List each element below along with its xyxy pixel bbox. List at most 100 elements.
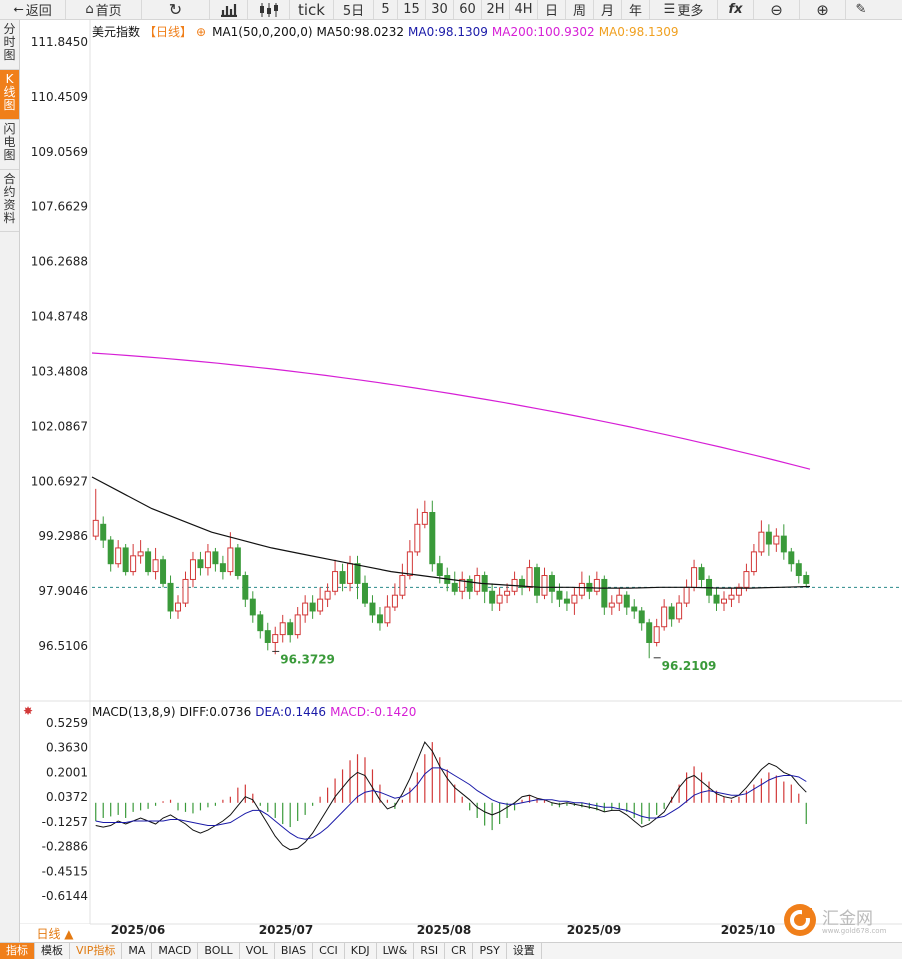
candle-body bbox=[698, 567, 705, 580]
tick-button[interactable]: tick bbox=[290, 0, 334, 19]
candle-body bbox=[421, 511, 428, 525]
tab-lw[interactable]: LW& bbox=[377, 943, 415, 959]
period-5[interactable]: 5 bbox=[374, 0, 398, 19]
candlestick-button[interactable] bbox=[248, 0, 290, 19]
candle-body bbox=[788, 551, 795, 565]
candle-body bbox=[728, 594, 735, 600]
candle-body bbox=[548, 575, 555, 592]
candle-body bbox=[384, 606, 391, 624]
candle-body bbox=[608, 602, 615, 608]
candle-body bbox=[451, 582, 458, 592]
chart-type-button[interactable] bbox=[210, 0, 248, 19]
candle-body bbox=[735, 586, 742, 596]
tab-settings[interactable]: 设置 bbox=[507, 943, 542, 959]
date-tick-label: 2025/06 bbox=[111, 923, 165, 937]
tab-timeshare[interactable]: 分时图 bbox=[0, 20, 19, 70]
tab-kline[interactable]: K线图 bbox=[0, 70, 19, 120]
date-tick-label: 2025/08 bbox=[417, 923, 471, 937]
tab-bias[interactable]: BIAS bbox=[275, 943, 314, 959]
draw-button[interactable]: ✎ bbox=[846, 0, 876, 19]
candle-body bbox=[743, 571, 750, 588]
home-button[interactable]: ⌂ 首页 bbox=[66, 0, 142, 19]
candle-body bbox=[137, 551, 144, 557]
period-day[interactable]: 日 bbox=[538, 0, 566, 19]
candle-body bbox=[623, 594, 630, 608]
tab-psy[interactable]: PSY bbox=[473, 943, 507, 959]
macd-dea-line bbox=[95, 767, 807, 840]
macd-name: MACD(13,8,9) bbox=[92, 705, 176, 719]
candle-body bbox=[347, 563, 354, 584]
candle-body bbox=[294, 614, 301, 636]
more-button[interactable]: ☰ 更多 bbox=[650, 0, 718, 19]
candle-body bbox=[219, 563, 226, 573]
candle-body bbox=[683, 586, 690, 604]
settings-icon[interactable]: ⊕ bbox=[196, 25, 207, 39]
zoom-out-button[interactable]: ⊖ bbox=[754, 0, 800, 19]
candle-body bbox=[354, 563, 361, 584]
macd-tick-label: 0.3630 bbox=[46, 741, 88, 755]
formula-button[interactable]: fx bbox=[718, 0, 754, 19]
back-button[interactable]: ⭠ 返回 bbox=[0, 0, 66, 19]
refresh-icon: ↻ bbox=[168, 0, 183, 19]
candle-body bbox=[361, 582, 368, 604]
candle-body bbox=[466, 578, 473, 592]
tab-cci[interactable]: CCI bbox=[313, 943, 345, 959]
tab-vip-indicator[interactable]: VIP指标 bbox=[70, 943, 123, 959]
macd-tick-label: 0.5259 bbox=[46, 716, 88, 730]
period-week[interactable]: 周 bbox=[566, 0, 594, 19]
candle-body bbox=[242, 575, 249, 600]
period-2h[interactable]: 2H bbox=[482, 0, 510, 19]
tab-indicator[interactable]: 指标 bbox=[0, 943, 35, 959]
candle-body bbox=[795, 563, 802, 577]
price-tick-label: 104.8748 bbox=[31, 310, 88, 324]
home-icon: ⌂ bbox=[85, 2, 94, 17]
candle-body bbox=[758, 531, 765, 553]
candle-body bbox=[489, 590, 496, 604]
price-tick-label: 109.0569 bbox=[31, 145, 88, 159]
price-tick-label: 102.0867 bbox=[31, 419, 88, 433]
candle-body bbox=[212, 551, 219, 565]
zoom-in-button[interactable]: ⊕ bbox=[800, 0, 846, 19]
day-period-selector[interactable]: 日线 ▲ bbox=[20, 924, 90, 942]
candle-body bbox=[750, 551, 757, 573]
instrument-name: 美元指数 bbox=[92, 25, 141, 39]
candle-body bbox=[616, 594, 623, 604]
tab-ma[interactable]: MA bbox=[122, 943, 153, 959]
macd-tick-label: -0.1257 bbox=[42, 815, 88, 829]
zoom-in-icon: ⊕ bbox=[816, 0, 829, 19]
period-30[interactable]: 30 bbox=[426, 0, 454, 19]
price-tick-label: 106.2688 bbox=[31, 255, 88, 269]
refresh-button[interactable]: ↻ bbox=[142, 0, 210, 19]
ma50-line bbox=[91, 476, 811, 589]
macd-settings-icon[interactable]: ✸ bbox=[23, 704, 34, 718]
period-year[interactable]: 年 bbox=[622, 0, 650, 19]
chart-canvas[interactable]: 111.8450 110.4509 109.0569 107.6629 106.2688… bbox=[20, 20, 902, 942]
tab-cr[interactable]: CR bbox=[445, 943, 474, 959]
chart-area[interactable]: 111.8450 110.4509 109.0569 107.6629 106.2688… bbox=[20, 20, 902, 942]
tab-kdj[interactable]: KDJ bbox=[345, 943, 377, 959]
tab-template[interactable]: 模板 bbox=[35, 943, 70, 959]
tab-rsi[interactable]: RSI bbox=[414, 943, 446, 959]
tab-macd[interactable]: MACD bbox=[152, 943, 199, 959]
ma-group: MA1(50,0,200,0) bbox=[212, 25, 313, 39]
watermark-logo: 汇金网 www.gold678.com bbox=[782, 900, 892, 940]
period-15[interactable]: 15 bbox=[398, 0, 426, 19]
candle-body bbox=[175, 602, 182, 612]
candle-body bbox=[556, 590, 563, 600]
candle-body bbox=[601, 578, 608, 608]
candle-body bbox=[107, 539, 114, 565]
tab-contract[interactable]: 合约资料 bbox=[0, 170, 19, 232]
candle-body bbox=[668, 606, 675, 620]
tab-flash[interactable]: 闪电图 bbox=[0, 120, 19, 170]
five-day-button[interactable]: 5日 bbox=[334, 0, 374, 19]
candle-body bbox=[519, 578, 526, 588]
tab-vol[interactable]: VOL bbox=[240, 943, 275, 959]
period-month[interactable]: 月 bbox=[594, 0, 622, 19]
tab-boll[interactable]: BOLL bbox=[198, 943, 240, 959]
price-tick-label: 111.8450 bbox=[31, 35, 88, 49]
period-4h[interactable]: 4H bbox=[510, 0, 538, 19]
candle-body bbox=[234, 547, 241, 577]
side-tabs: 分时图 K线图 闪电图 合约资料 bbox=[0, 20, 20, 942]
low-marker-label: 96.2109 bbox=[662, 659, 717, 673]
period-60[interactable]: 60 bbox=[454, 0, 482, 19]
